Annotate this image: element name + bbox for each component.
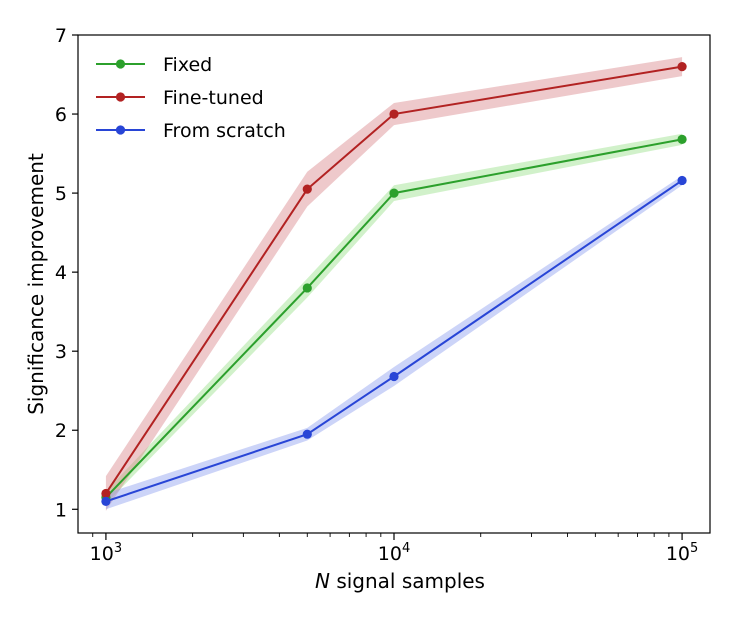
x-tick-label: 103 [90, 541, 122, 565]
x-tick-label: 104 [378, 541, 410, 565]
legend-fixed-label: Fixed [163, 54, 212, 76]
x-tick-label: 105 [666, 541, 698, 565]
y-tick-label: 1 [55, 499, 67, 521]
confidence-bands [105, 57, 683, 511]
legend-fixed-marker [115, 59, 126, 69]
fine-tuned-point [302, 184, 312, 194]
from-scratch-point [389, 371, 399, 382]
series-lines [105, 65, 683, 503]
fine-tuned-point [389, 109, 399, 119]
legend-from-scratch-marker [115, 125, 126, 135]
x-axis-label: N signal samples [315, 569, 485, 593]
legend-from-scratch-label: From scratch [163, 120, 286, 142]
y-tick-label: 2 [55, 420, 67, 442]
legend: Fixed Fine-tuned From scratch [96, 54, 286, 142]
fine-tuned-point [677, 62, 687, 72]
y-tick-label: 5 [55, 183, 67, 205]
fixed-line [105, 138, 683, 499]
fixed-point [389, 188, 399, 198]
fine-tuned-line [105, 65, 683, 495]
y-tick-label: 3 [55, 341, 67, 363]
fixed-point [302, 283, 312, 293]
legend-fine-tuned-label: Fine-tuned [163, 87, 264, 109]
y-tick-label: 6 [55, 104, 67, 126]
from-scratch-point [677, 175, 687, 186]
y-axis-label: Significance improvement [24, 153, 48, 415]
from-scratch-point [302, 429, 312, 439]
series-markers [101, 62, 687, 506]
legend-fine-tuned-marker [115, 92, 126, 102]
fixed-point [677, 134, 687, 144]
from-scratch-point [101, 496, 111, 506]
y-tick-label: 7 [55, 25, 67, 47]
fine-tuned-point [101, 488, 111, 499]
from-scratch-line [105, 179, 683, 503]
from-scratch-band [105, 175, 683, 510]
y-tick-label: 4 [55, 262, 67, 284]
axis-ticks: 1 2 3 4 5 6 7 103 104 105 [55, 25, 698, 565]
